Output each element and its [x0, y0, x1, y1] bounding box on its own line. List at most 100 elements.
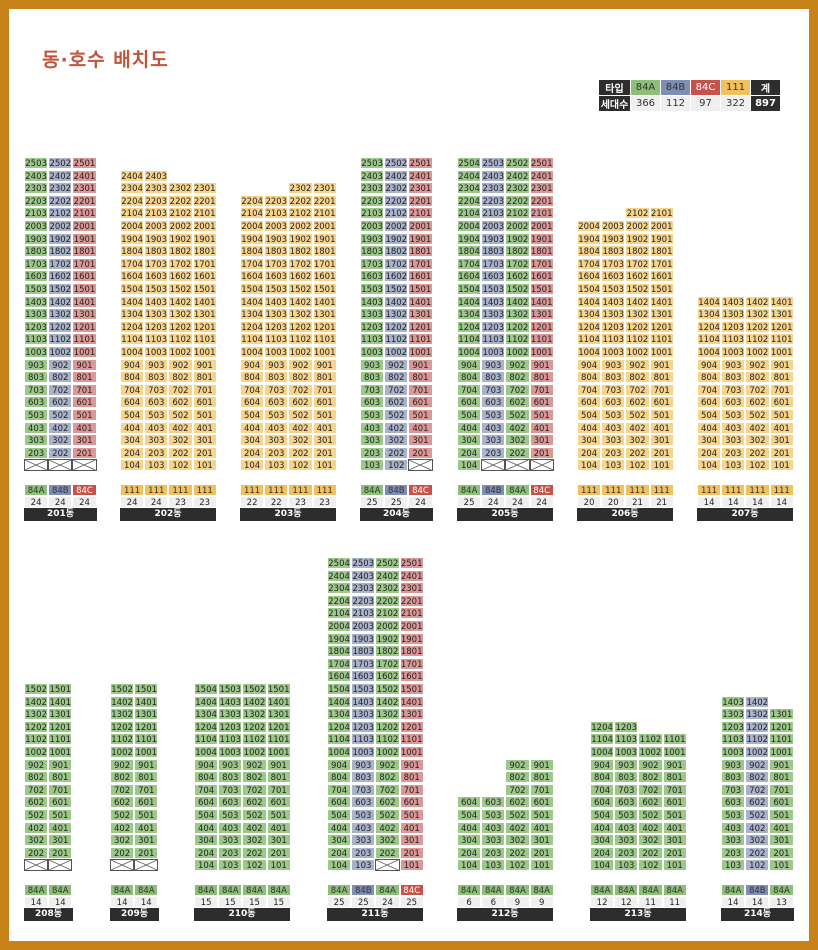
- unit-cell: 2202: [384, 194, 409, 207]
- unit-cell: 201: [408, 446, 433, 459]
- unit-cell: 701: [48, 783, 73, 796]
- unit-cell: 2403: [360, 169, 385, 182]
- unit-cell: 603: [144, 396, 169, 409]
- unit-cell: 1401: [192, 295, 217, 308]
- unit-cell: 1101: [408, 333, 433, 346]
- unit-cell: 1201: [266, 720, 291, 733]
- unit-cell: 601: [192, 396, 217, 409]
- unit-cell: 102: [384, 459, 409, 472]
- unit-cell: 1504: [240, 283, 265, 295]
- unit-cell: 401: [662, 821, 687, 834]
- unit-cell: 1103: [360, 333, 385, 346]
- unit-cell: 1703: [360, 257, 385, 270]
- unit-cell: 1004: [697, 346, 722, 358]
- unit-cell: 1201: [72, 320, 97, 333]
- unit-cell: 1203: [351, 720, 376, 733]
- unit-cell: 902: [638, 758, 663, 771]
- unit-cell: 2401: [408, 169, 433, 182]
- unit-cell: 2103: [360, 207, 385, 220]
- unit-cell: 202: [625, 446, 650, 459]
- unit-cell: 1702: [625, 257, 650, 270]
- unit-cell: 302: [745, 834, 770, 847]
- unit-cell: 2203: [264, 194, 289, 207]
- unit-cell: 1202: [48, 320, 73, 333]
- unit-cell: 902: [375, 758, 400, 771]
- unit-cell: 704: [194, 783, 219, 796]
- unit-cell: 1503: [24, 283, 49, 295]
- unit-cell: 902: [625, 358, 650, 371]
- unit-cell: 1402: [745, 295, 770, 308]
- column-type-label: 84A: [457, 884, 482, 896]
- unit-cell: 602: [48, 396, 73, 409]
- unit-cell: 402: [745, 821, 770, 834]
- unit-cell: 203: [481, 846, 506, 859]
- unit-cell: 1003: [721, 346, 746, 358]
- unit-cell: 1504: [194, 683, 219, 695]
- unit-cell: 704: [697, 383, 722, 396]
- unit-cell: 403: [481, 821, 506, 834]
- unit-cell: 504: [240, 409, 265, 421]
- column-type-label: 111: [288, 484, 313, 496]
- unit-cell: 502: [745, 409, 770, 421]
- unit-cell: 103: [218, 859, 243, 872]
- unit-cell: 303: [360, 434, 385, 447]
- unit-cell: 702: [384, 383, 409, 396]
- unit-cell: 1201: [408, 320, 433, 333]
- unit-cell: 1302: [110, 708, 135, 721]
- unit-cell: 103: [351, 859, 376, 872]
- column-unit-count: 24: [375, 896, 400, 908]
- unit-cell: 602: [745, 796, 770, 809]
- unit-cell: 702: [505, 783, 530, 796]
- unit-cell: 2203: [351, 594, 376, 607]
- unit-cell: 901: [134, 758, 159, 771]
- unit-cell: 601: [399, 796, 424, 809]
- unit-cell: 601: [769, 396, 794, 409]
- unit-cell: 2302: [168, 182, 193, 195]
- unit-cell: 1403: [351, 695, 376, 708]
- unit-cell: 1801: [399, 645, 424, 658]
- unit-cell: 601: [529, 396, 554, 409]
- unit-cell: 2202: [375, 594, 400, 607]
- unit-cell: 402: [288, 421, 313, 434]
- unit-cell: 1003: [144, 346, 169, 358]
- column-unit-count: 14: [769, 496, 794, 508]
- unit-cell: 1004: [120, 346, 145, 358]
- unit-cell: 804: [240, 371, 265, 384]
- unit-cell: 1301: [769, 708, 794, 721]
- unit-cell: 1803: [24, 245, 49, 258]
- unit-cell: 603: [351, 796, 376, 809]
- unit-cell: 503: [601, 409, 626, 421]
- unit-cell: 403: [218, 821, 243, 834]
- unit-cell: 1003: [360, 346, 385, 358]
- unit-cell: 303: [481, 834, 506, 847]
- unit-cell: 902: [745, 758, 770, 771]
- unit-cell: 902: [48, 358, 73, 371]
- legend-total-count: 897: [750, 95, 781, 112]
- unit-cell: 603: [481, 796, 506, 809]
- unit-cell: 503: [721, 409, 746, 421]
- unit-cell: 1703: [24, 257, 49, 270]
- unit-cell: 1401: [312, 295, 337, 308]
- column-type-label: 84A: [194, 884, 219, 896]
- unit-cell: 202: [288, 446, 313, 459]
- unit-cell: 101: [662, 859, 687, 872]
- unit-cell: 1202: [625, 320, 650, 333]
- unit-cell: 1602: [48, 270, 73, 283]
- unit-cell: 803: [601, 371, 626, 384]
- unit-cell: 202: [110, 846, 135, 859]
- unit-cell: 502: [505, 409, 530, 421]
- unit-cell: 502: [375, 809, 400, 821]
- column-type-label: 84B: [48, 484, 73, 496]
- unit-cell: 1004: [577, 346, 602, 358]
- unit-cell: 1001: [72, 346, 97, 358]
- unit-cell: 2402: [384, 169, 409, 182]
- unit-cell: 301: [399, 834, 424, 847]
- unit-cell: 904: [240, 358, 265, 371]
- unit-cell: 1003: [264, 346, 289, 358]
- unit-cell: 402: [110, 821, 135, 834]
- unit-cell: 2203: [24, 194, 49, 207]
- unit-cell: 1401: [408, 295, 433, 308]
- column-unit-count: 15: [194, 896, 219, 908]
- unit-cell: 1101: [769, 733, 794, 746]
- unit-cell: 1403: [481, 295, 506, 308]
